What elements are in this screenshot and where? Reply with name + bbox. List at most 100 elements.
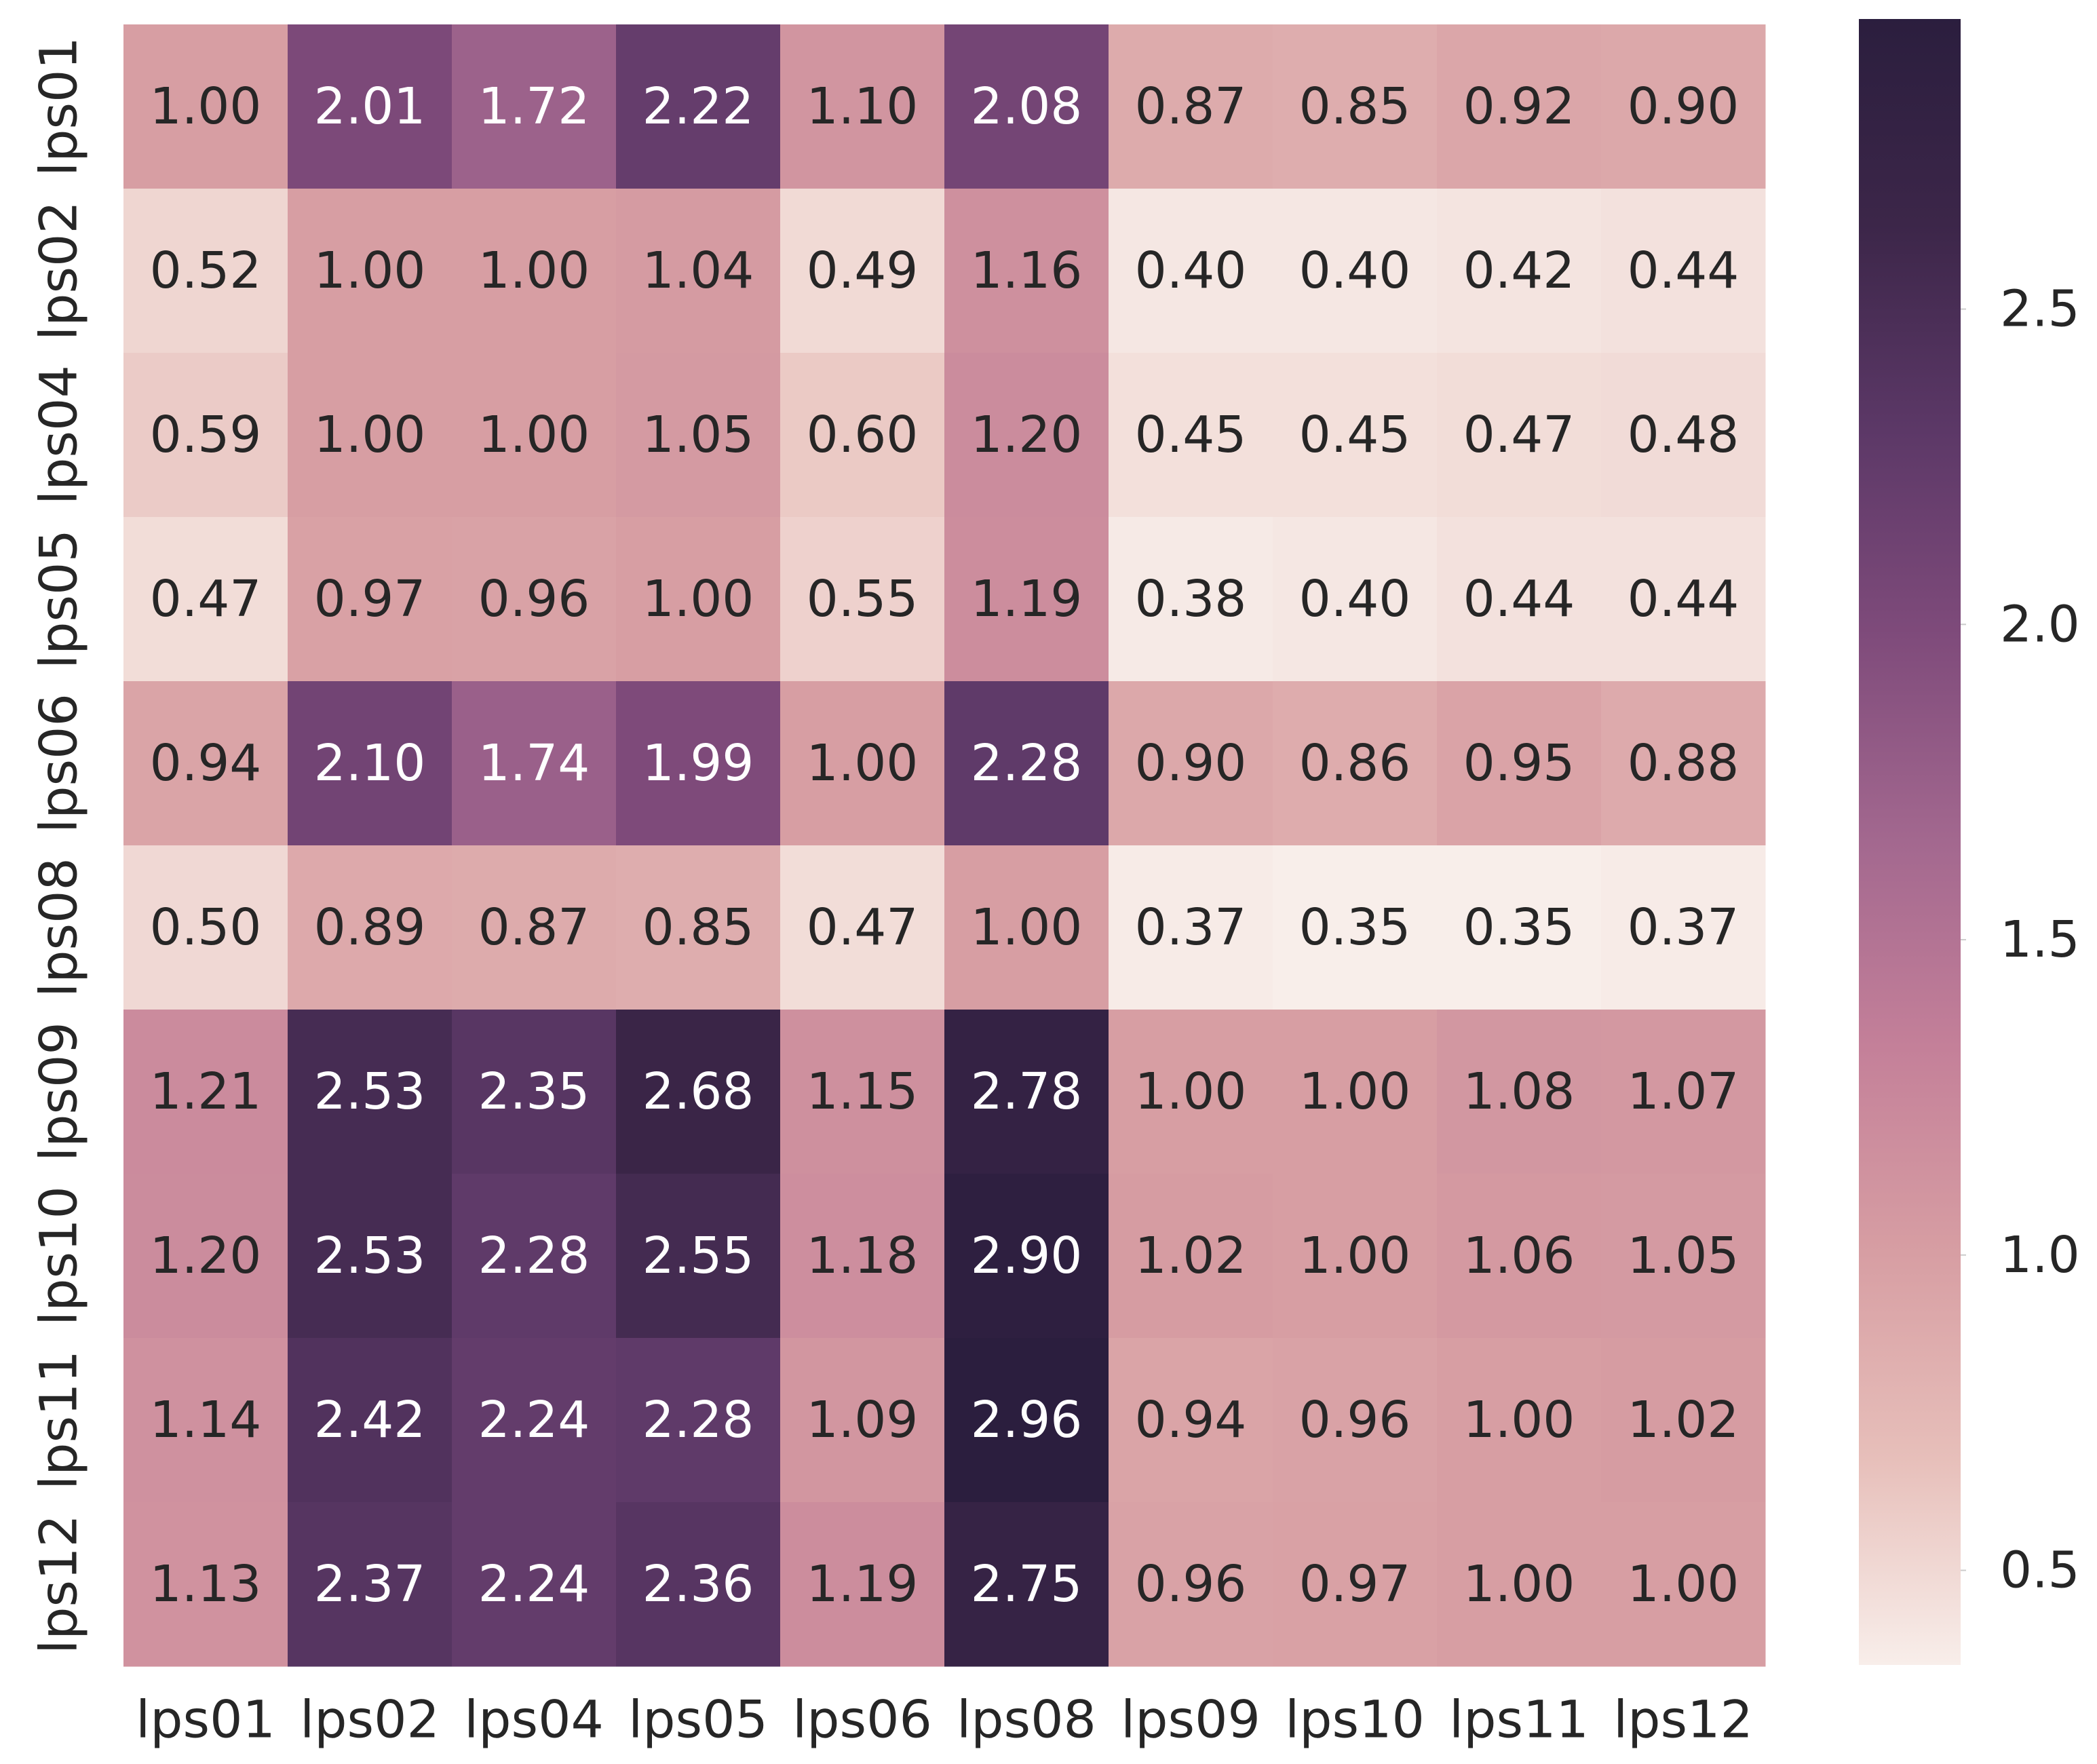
cell-value-label: 0.97 bbox=[314, 570, 426, 628]
heatmap-cell-lps08-lps04 bbox=[452, 845, 617, 1010]
heatmap-cell-lps02-lps12 bbox=[1601, 189, 1766, 353]
cell-value-label: 0.85 bbox=[1299, 77, 1411, 136]
cell-value-label: 2.28 bbox=[971, 734, 1083, 792]
cell-value-label: 0.37 bbox=[1628, 898, 1739, 957]
heatmap-cell-lps04-lps08 bbox=[944, 353, 1109, 518]
heatmap-cell-lps08-lps09 bbox=[1109, 845, 1273, 1010]
cell-value-label: 0.47 bbox=[807, 898, 919, 957]
cell-value-label: 1.05 bbox=[642, 406, 754, 464]
x-tick-label-lps08: lps08 bbox=[957, 1689, 1096, 1750]
cell-value-label: 0.40 bbox=[1299, 242, 1411, 300]
heatmap-cell-lps05-lps01 bbox=[123, 517, 288, 682]
heatmap-cell-lps12-lps05 bbox=[616, 1502, 781, 1667]
cell-value-label: 1.07 bbox=[1628, 1062, 1739, 1121]
cell-value-label: 0.85 bbox=[642, 898, 754, 957]
cell-value-label: 0.48 bbox=[1628, 406, 1739, 464]
cell-value-label: 1.16 bbox=[971, 242, 1083, 300]
cell-value-label: 1.18 bbox=[807, 1227, 919, 1285]
heatmap-cell-lps10-lps08 bbox=[944, 1174, 1109, 1339]
cell-value-label: 0.59 bbox=[150, 406, 262, 464]
cell-value-label: 1.02 bbox=[1628, 1391, 1739, 1449]
cell-value-label: 0.88 bbox=[1628, 734, 1739, 792]
cell-value-label: 1.00 bbox=[807, 734, 919, 792]
heatmap-cell-lps09-lps12 bbox=[1601, 1010, 1766, 1174]
colorbar-tick-label: 1.5 bbox=[2000, 910, 2080, 969]
y-axis-tick-labels: lps01 lps02 lps04 lps05 lps06 lps08 lps09 lps10… bbox=[28, 37, 89, 1654]
cell-value-label: 0.92 bbox=[1463, 77, 1575, 136]
cell-value-label: 0.55 bbox=[807, 570, 919, 628]
heatmap-cell-lps10-lps04 bbox=[452, 1174, 617, 1339]
heatmap-cell-lps12-lps04 bbox=[452, 1502, 617, 1667]
y-tick-label-lps11: lps11 bbox=[28, 1350, 89, 1490]
heatmap-cell-lps04-lps04 bbox=[452, 353, 617, 518]
heatmap-cell-lps04-lps11 bbox=[1437, 353, 1602, 518]
heatmap-cell-lps10-lps06 bbox=[780, 1174, 945, 1339]
heatmap-cell-lps06-lps02 bbox=[288, 681, 453, 846]
heatmap-cell-lps09-lps02 bbox=[288, 1010, 453, 1174]
heatmap-cell-lps04-lps12 bbox=[1601, 353, 1766, 518]
heatmap-cell-lps06-lps01 bbox=[123, 681, 288, 846]
heatmap-cell-lps01-lps01 bbox=[123, 24, 288, 189]
cell-value-label: 2.36 bbox=[642, 1555, 754, 1613]
heatmap-cell-lps09-lps10 bbox=[1273, 1010, 1438, 1174]
cell-value-label: 2.24 bbox=[478, 1555, 590, 1613]
y-tick-label-lps05: lps05 bbox=[28, 529, 89, 669]
cell-value-label: 0.94 bbox=[1135, 1391, 1247, 1449]
cell-value-label: 1.00 bbox=[1135, 1062, 1247, 1121]
cell-value-label: 0.44 bbox=[1628, 242, 1739, 300]
heatmap-cell-lps12-lps12 bbox=[1601, 1502, 1766, 1667]
cell-value-label: 2.10 bbox=[314, 734, 426, 792]
heatmap-cell-lps05-lps09 bbox=[1109, 517, 1273, 682]
heatmap-cell-lps05-lps05 bbox=[616, 517, 781, 682]
cell-value-label: 1.00 bbox=[478, 406, 590, 464]
x-tick-label-lps12: lps12 bbox=[1613, 1689, 1753, 1750]
heatmap-cell-lps09-lps09 bbox=[1109, 1010, 1273, 1174]
heatmap-cell-lps02-lps01 bbox=[123, 189, 288, 353]
cell-value-label: 2.53 bbox=[314, 1227, 426, 1285]
cell-value-label: 2.68 bbox=[642, 1062, 754, 1121]
cell-value-label: 0.89 bbox=[314, 898, 426, 957]
cell-value-label: 0.97 bbox=[1299, 1555, 1411, 1613]
cell-value-label: 2.75 bbox=[971, 1555, 1083, 1613]
cell-value-label: 0.50 bbox=[150, 898, 262, 957]
cell-value-label: 1.05 bbox=[1628, 1227, 1739, 1285]
heatmap-cell-lps05-lps02 bbox=[288, 517, 453, 682]
heatmap-cell-lps06-lps12 bbox=[1601, 681, 1766, 846]
heatmap-cell-lps12-lps01 bbox=[123, 1502, 288, 1667]
heatmap-cell-lps08-lps05 bbox=[616, 845, 781, 1010]
cell-value-label: 0.35 bbox=[1299, 898, 1411, 957]
x-tick-label-lps10: lps10 bbox=[1285, 1689, 1425, 1750]
cell-value-label: 1.19 bbox=[807, 1555, 919, 1613]
heatmap-cell-lps11-lps10 bbox=[1273, 1338, 1438, 1503]
cell-value-label: 1.15 bbox=[807, 1062, 919, 1121]
cell-value-label: 2.55 bbox=[642, 1227, 754, 1285]
cell-value-label: 2.22 bbox=[642, 77, 754, 136]
cell-value-label: 2.35 bbox=[478, 1062, 590, 1121]
colorbar: 0.5 1.0 1.5 2.0 2.5 bbox=[1859, 19, 2080, 1665]
cell-value-label: 0.45 bbox=[1135, 406, 1247, 464]
heatmap-cell-lps08-lps08 bbox=[944, 845, 1109, 1010]
cell-value-label: 2.37 bbox=[314, 1555, 426, 1613]
x-tick-label-lps05: lps05 bbox=[628, 1689, 768, 1750]
cell-value-label: 1.00 bbox=[314, 242, 426, 300]
cell-value-label: 1.20 bbox=[150, 1227, 262, 1285]
cell-value-label: 0.86 bbox=[1299, 734, 1411, 792]
heatmap-cell-lps02-lps11 bbox=[1437, 189, 1602, 353]
cell-value-label: 0.90 bbox=[1135, 734, 1247, 792]
cell-value-label: 2.90 bbox=[971, 1227, 1083, 1285]
y-tick-label-lps09: lps09 bbox=[28, 1022, 89, 1162]
cell-value-label: 1.14 bbox=[150, 1391, 262, 1449]
heatmap-cell-lps01-lps11 bbox=[1437, 24, 1602, 189]
heatmap-cell-lps10-lps02 bbox=[288, 1174, 453, 1339]
heatmap-cell-lps05-lps12 bbox=[1601, 517, 1766, 682]
cell-value-label: 0.44 bbox=[1463, 570, 1575, 628]
heatmap-cell-lps06-lps11 bbox=[1437, 681, 1602, 846]
cell-value-label: 1.13 bbox=[150, 1555, 262, 1613]
heatmap-cell-lps11-lps05 bbox=[616, 1338, 781, 1503]
y-tick-label-lps10: lps10 bbox=[28, 1186, 89, 1326]
cell-value-label: 1.20 bbox=[971, 406, 1083, 464]
heatmap-cell-lps06-lps08 bbox=[944, 681, 1109, 846]
cell-value-label: 1.00 bbox=[1299, 1062, 1411, 1121]
cell-value-label: 2.96 bbox=[971, 1391, 1083, 1449]
cell-value-label: 2.28 bbox=[642, 1391, 754, 1449]
